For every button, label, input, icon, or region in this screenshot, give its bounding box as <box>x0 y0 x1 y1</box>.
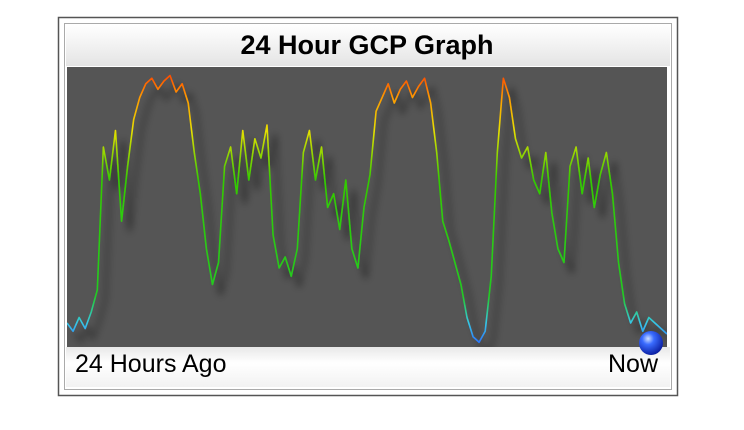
current-indicator <box>639 331 663 355</box>
plot-area <box>67 67 667 347</box>
footer-bar <box>66 347 670 387</box>
title-bar <box>66 25 670 66</box>
plot-layer <box>67 74 667 344</box>
start-label: 24 Hours Ago <box>75 350 227 378</box>
gcp-line <box>67 74 667 344</box>
widget-title: 24 Hour GCP Graph <box>240 30 493 60</box>
